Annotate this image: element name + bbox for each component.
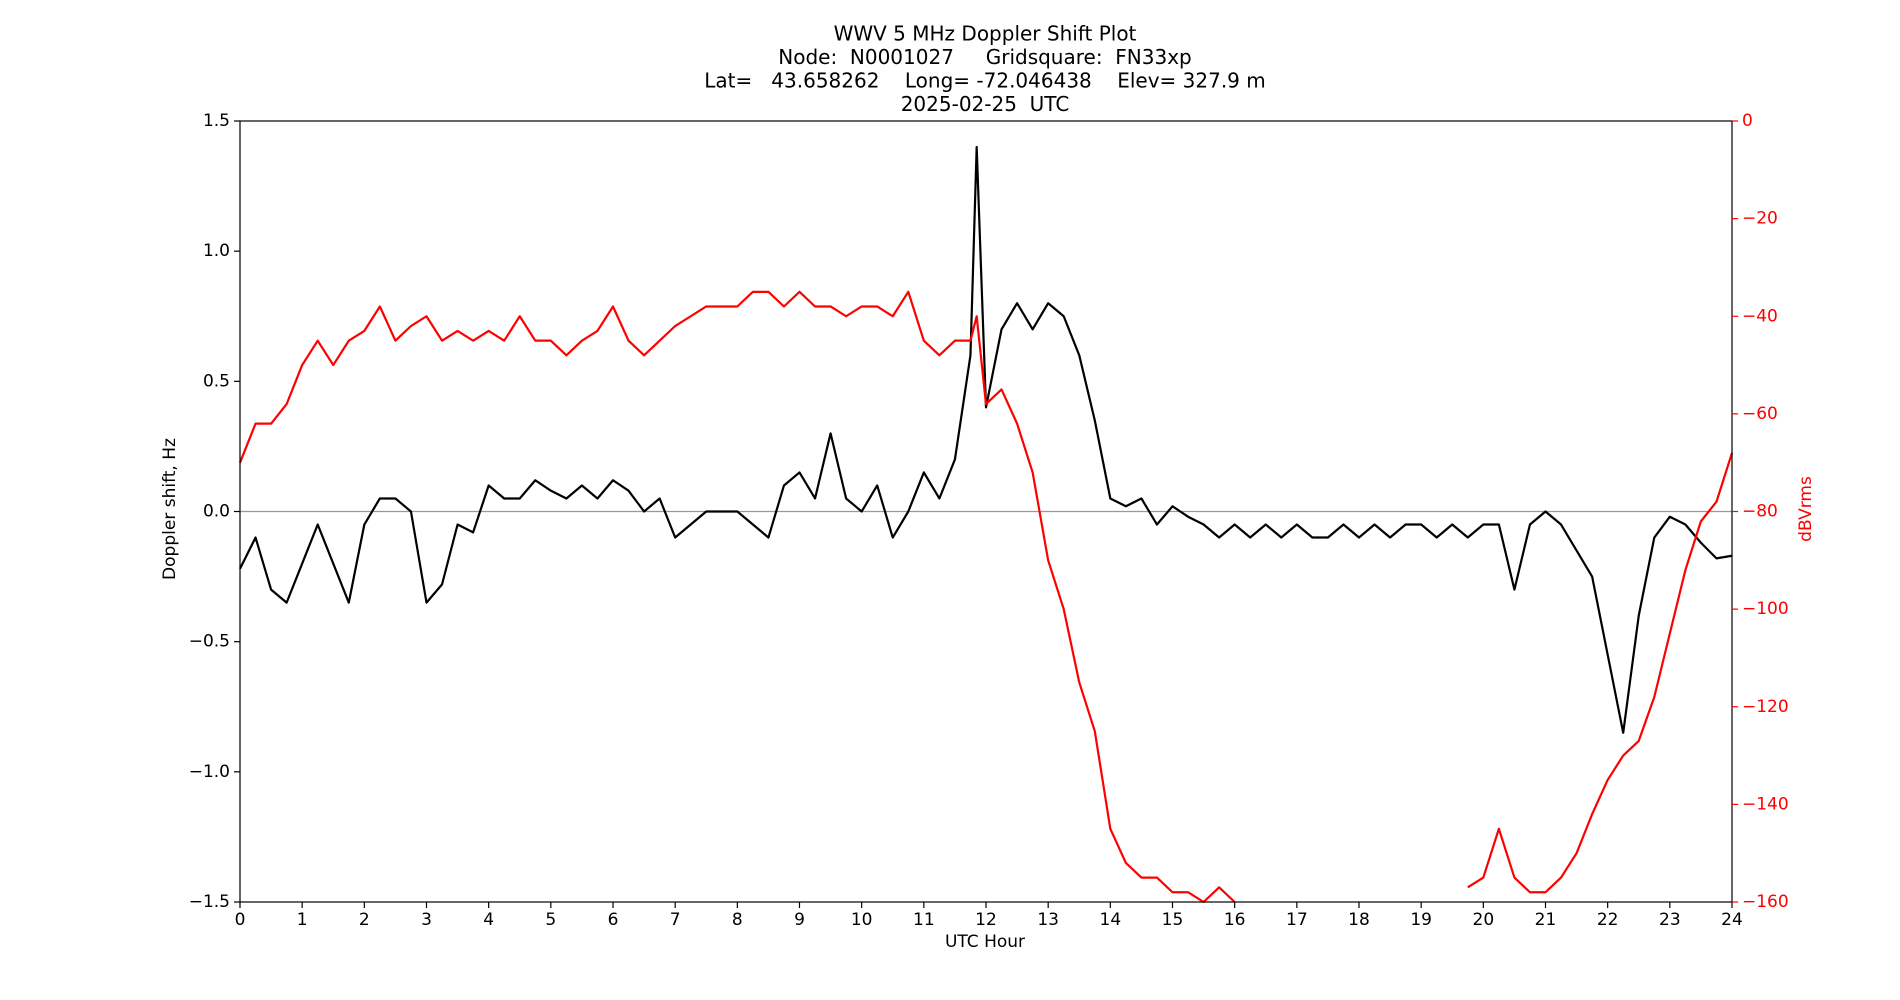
y2-tick-label: 0: [1742, 111, 1753, 131]
x-tick-label: 21: [1535, 910, 1557, 930]
x-tick-label: 11: [913, 910, 935, 930]
x-tick-label: 10: [851, 910, 873, 930]
y2-tick-label: −120: [1742, 697, 1789, 717]
y-tick-label: −1.5: [189, 892, 230, 912]
data-line: [239, 145, 1733, 734]
x-tick-label: 18: [1348, 910, 1370, 930]
x-tick-label: 1: [297, 910, 308, 930]
y2-tick-label: −60: [1742, 404, 1778, 424]
x-tick-label: 6: [608, 910, 619, 930]
x-tick-label: 0: [235, 910, 246, 930]
x-axis-label: UTC Hour: [945, 932, 1025, 952]
x-tick-label: 12: [975, 910, 997, 930]
y-axis-label: Doppler shift, Hz: [160, 438, 180, 580]
x-tick-label: 23: [1659, 910, 1681, 930]
y2-axis-label: dBVrms: [1796, 476, 1816, 542]
y-tick-label: 0.5: [203, 371, 230, 391]
x-tick-label: 3: [421, 910, 432, 930]
y-tick-label: 1.5: [203, 111, 230, 131]
x-tick-label: 15: [1162, 910, 1184, 930]
x-tick-label: 13: [1037, 910, 1059, 930]
x-tick-label: 16: [1224, 910, 1246, 930]
x-tick-label: 7: [670, 910, 681, 930]
y2-tick-label: −160: [1742, 892, 1789, 912]
chart-title: 2025-02-25 UTC: [901, 92, 1070, 116]
x-tick-label: 2: [359, 910, 370, 930]
y2-tick-label: −20: [1742, 209, 1778, 229]
x-tick-label: 17: [1286, 910, 1308, 930]
x-tick-label: 24: [1721, 910, 1743, 930]
y2-tick-label: −80: [1742, 502, 1778, 522]
x-tick-label: 5: [545, 910, 556, 930]
chart-title: WWV 5 MHz Doppler Shift Plot: [834, 22, 1137, 46]
y-tick-label: 0.0: [203, 502, 230, 522]
x-tick-label: 14: [1100, 910, 1122, 930]
x-tick-label: 22: [1597, 910, 1619, 930]
y2-tick-label: −100: [1742, 599, 1789, 619]
data-line: [238, 290, 1734, 904]
x-tick-label: 19: [1410, 910, 1432, 930]
y-tick-label: −0.5: [189, 632, 230, 652]
y-tick-label: 1.0: [203, 241, 230, 261]
chart-title: Node: N0001027 Gridsquare: FN33xp: [778, 45, 1191, 69]
y2-tick-label: −140: [1742, 794, 1789, 814]
x-tick-label: 20: [1473, 910, 1495, 930]
y2-tick-label: −40: [1742, 306, 1778, 326]
x-tick-label: 4: [483, 910, 494, 930]
y-tick-label: −1.0: [189, 762, 230, 782]
chart-title: Lat= 43.658262 Long= -72.046438 Elev= 32…: [704, 69, 1266, 93]
x-tick-label: 9: [794, 910, 805, 930]
x-tick-label: 8: [732, 910, 743, 930]
